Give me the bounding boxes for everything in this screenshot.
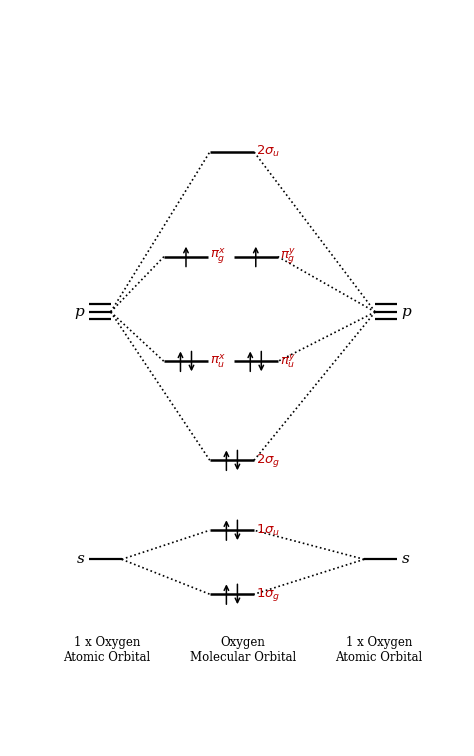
Text: $\pi_u^y$: $\pi_u^y$ bbox=[280, 352, 296, 370]
Text: p: p bbox=[401, 305, 411, 319]
Text: $1\sigma_u$: $1\sigma_u$ bbox=[256, 522, 280, 538]
Text: Oxygen
Molecular Orbital: Oxygen Molecular Orbital bbox=[190, 636, 296, 664]
Text: s: s bbox=[76, 553, 84, 566]
Text: $2\sigma_g$: $2\sigma_g$ bbox=[256, 452, 280, 469]
Text: 1 x Oxygen
Atomic Orbital: 1 x Oxygen Atomic Orbital bbox=[335, 636, 422, 664]
Text: $1\sigma_g$: $1\sigma_g$ bbox=[256, 586, 280, 603]
Text: $\pi_g^y$: $\pi_g^y$ bbox=[280, 246, 296, 266]
Text: 1 x Oxygen
Atomic Orbital: 1 x Oxygen Atomic Orbital bbox=[64, 636, 151, 664]
Text: $\pi_u^x$: $\pi_u^x$ bbox=[210, 352, 226, 370]
Text: s: s bbox=[401, 553, 410, 566]
Text: p: p bbox=[74, 305, 84, 319]
Text: $2\sigma_u$: $2\sigma_u$ bbox=[256, 144, 280, 160]
Text: $\pi_g^x$: $\pi_g^x$ bbox=[210, 247, 226, 266]
